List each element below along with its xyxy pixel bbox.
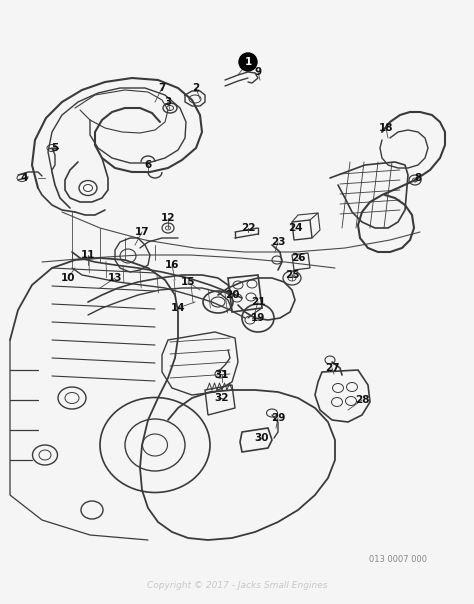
Text: 1: 1 [245, 57, 252, 67]
Text: 15: 15 [181, 277, 195, 287]
Text: 21: 21 [251, 297, 265, 307]
Text: 28: 28 [355, 395, 369, 405]
Text: 12: 12 [161, 213, 175, 223]
Text: 27: 27 [325, 363, 339, 373]
Text: 29: 29 [271, 413, 285, 423]
Text: 2: 2 [192, 83, 200, 93]
Text: 22: 22 [241, 223, 255, 233]
Text: 7: 7 [158, 83, 166, 93]
Text: 30: 30 [255, 433, 269, 443]
Text: 5: 5 [51, 143, 59, 153]
Text: 26: 26 [291, 253, 305, 263]
Text: 6: 6 [145, 160, 152, 170]
Text: 013 0007 000: 013 0007 000 [369, 556, 427, 565]
Text: 8: 8 [414, 173, 422, 183]
Text: 23: 23 [271, 237, 285, 247]
Text: 32: 32 [215, 393, 229, 403]
Text: 19: 19 [251, 313, 265, 323]
Text: Copyright © 2017 - Jacks Small Engines: Copyright © 2017 - Jacks Small Engines [147, 580, 327, 590]
Text: 20: 20 [225, 290, 239, 300]
Text: 17: 17 [135, 227, 149, 237]
Text: 9: 9 [255, 67, 262, 77]
Text: 18: 18 [379, 123, 393, 133]
Text: 14: 14 [171, 303, 185, 313]
Text: 13: 13 [108, 273, 122, 283]
Text: 25: 25 [285, 270, 299, 280]
Text: 31: 31 [215, 370, 229, 380]
Text: 4: 4 [20, 173, 27, 183]
Text: 11: 11 [81, 250, 95, 260]
Text: 3: 3 [164, 97, 172, 107]
Circle shape [239, 53, 257, 71]
Text: 10: 10 [61, 273, 75, 283]
Text: 16: 16 [165, 260, 179, 270]
Text: 24: 24 [288, 223, 302, 233]
